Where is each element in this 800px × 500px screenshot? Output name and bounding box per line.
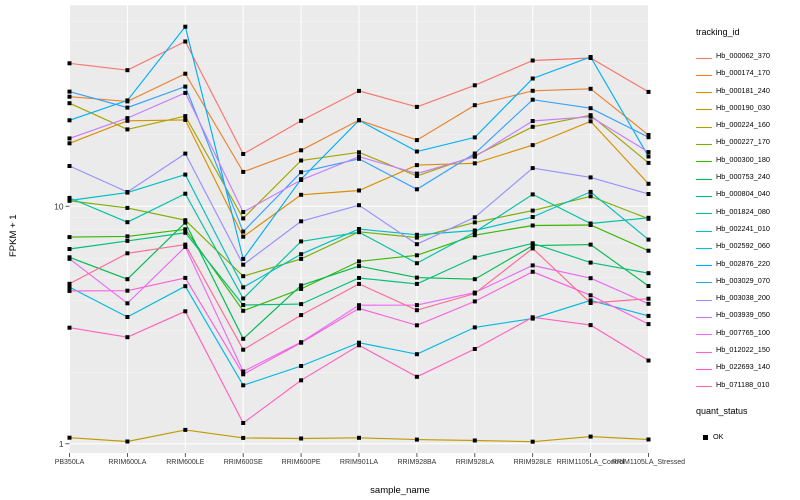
svg-text:RRIM600LE: RRIM600LE — [166, 459, 204, 466]
svg-text:10: 10 — [54, 201, 64, 211]
svg-text:PB350LA: PB350LA — [55, 459, 85, 466]
svg-text:RRIM928BA: RRIM928BA — [397, 459, 436, 466]
svg-text:1: 1 — [59, 439, 64, 449]
svg-text:RRIM600PE: RRIM600PE — [282, 459, 321, 466]
svg-text:RRIM1105LA_Stressed: RRIM1105LA_Stressed — [612, 459, 685, 466]
svg-text:RRIM901LA: RRIM901LA — [340, 459, 378, 466]
svg-text:RRIM928LA: RRIM928LA — [456, 459, 494, 466]
svg-text:RRIM600SE: RRIM600SE — [224, 459, 263, 466]
svg-text:RRIM928LE: RRIM928LE — [514, 459, 552, 466]
svg-text:RRIM600LA: RRIM600LA — [108, 459, 146, 466]
